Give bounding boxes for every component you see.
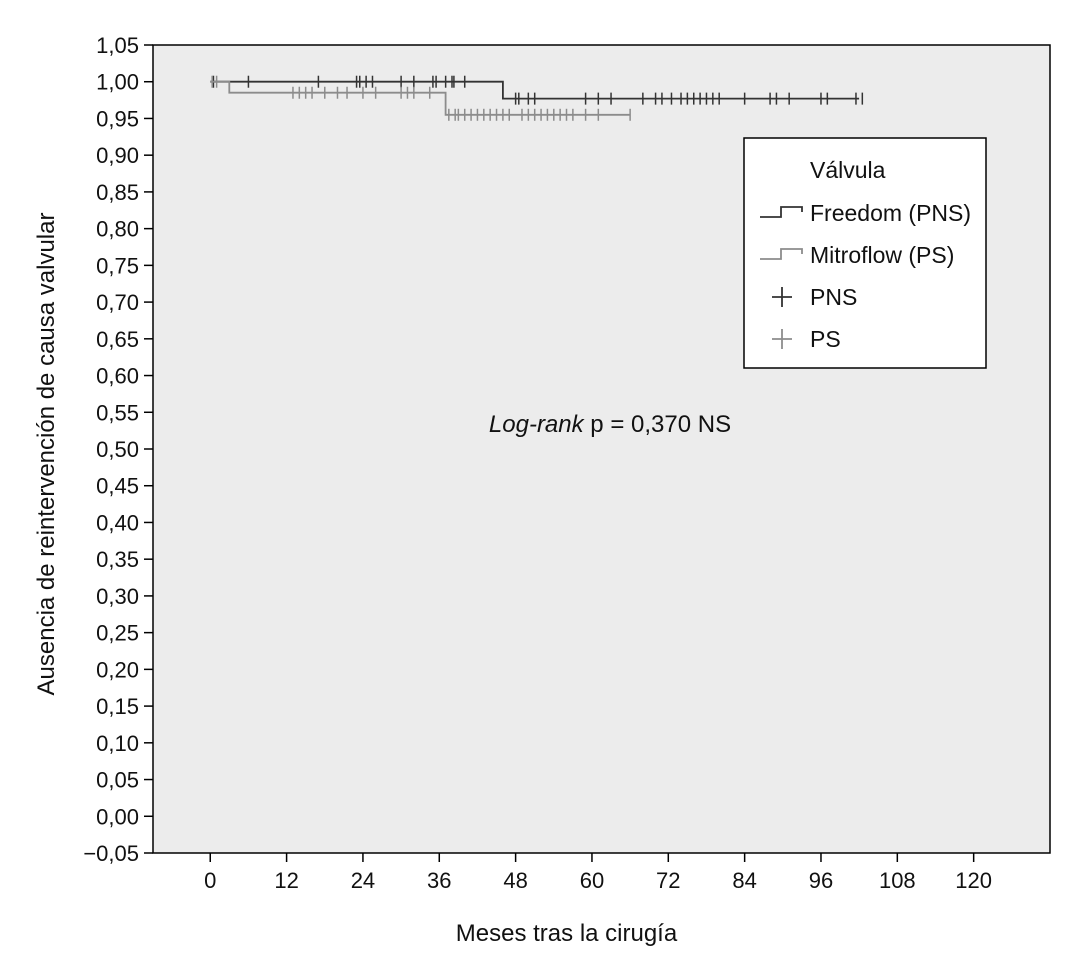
x-tick-label: 84 — [732, 868, 756, 893]
y-tick-label: 0,35 — [96, 547, 139, 572]
x-tick-label: 12 — [274, 868, 298, 893]
y-tick-label: 0,50 — [96, 437, 139, 462]
legend-entry: Freedom (PNS) — [760, 200, 971, 226]
y-tick-label: 0,00 — [96, 804, 139, 829]
y-tick-label: 0,15 — [96, 694, 139, 719]
y-tick-label: 0,10 — [96, 731, 139, 756]
legend-step-icon — [760, 248, 803, 260]
y-tick-label: 0,80 — [96, 217, 139, 242]
y-tick-label: 0,90 — [96, 143, 139, 168]
x-tick-label: 96 — [809, 868, 833, 893]
x-tick-label: 120 — [955, 868, 992, 893]
y-tick-label: 0,40 — [96, 510, 139, 535]
legend-title: Válvula — [810, 157, 886, 183]
y-tick-label: 0,85 — [96, 180, 139, 205]
series-layer — [210, 75, 864, 121]
x-axis: 0 12 24 36 48 60 72 84 96 108 120 — [204, 853, 992, 893]
x-tick-label: 60 — [580, 868, 604, 893]
y-tick-label: 0,30 — [96, 584, 139, 609]
x-tick-label: 72 — [656, 868, 680, 893]
y-tick-label: 0,95 — [96, 106, 139, 131]
legend-label: PNS — [810, 284, 857, 310]
y-tick-label: 0,05 — [96, 768, 139, 793]
x-axis-title: Meses tras la cirugía — [456, 920, 678, 947]
log-rank-label: Log-rank — [489, 411, 586, 438]
legend-label: Freedom (PNS) — [810, 200, 971, 226]
y-tick-label: 0,55 — [96, 400, 139, 425]
legend-entry: PS — [772, 326, 841, 352]
y-axis: −0,05 0,00 0,05 0,10 0,15 0,20 0,25 0,30 0,35 0,4… — [83, 33, 153, 866]
y-axis-title: Ausencia de reintervención de causa valv… — [33, 213, 60, 696]
y-tick-label: 0,45 — [96, 474, 139, 499]
y-tick-label: 0,20 — [96, 657, 139, 682]
legend-entry: PNS — [772, 284, 857, 310]
x-tick-label: 48 — [503, 868, 527, 893]
p-value-text: p = 0,370 NS — [584, 411, 731, 438]
x-tick-label: 24 — [351, 868, 375, 893]
y-tick-label: 1,05 — [96, 33, 139, 58]
y-tick-label: 0,65 — [96, 327, 139, 352]
y-tick-label: 1,00 — [96, 70, 139, 95]
x-tick-label: 36 — [427, 868, 451, 893]
x-tick-label: 108 — [879, 868, 916, 893]
legend-label: Mitroflow (PS) — [810, 242, 954, 268]
x-tick-label: 0 — [204, 868, 216, 893]
log-rank-annotation: Log-rank p = 0,370 NS — [489, 411, 731, 438]
legend-step-icon — [760, 206, 803, 218]
y-tick-label: 0,25 — [96, 621, 139, 646]
legend-label: PS — [810, 326, 841, 352]
legend-entries: Freedom (PNS) Mitroflow (PS) PNS PS — [760, 200, 971, 352]
legend: Válvula Freedom (PNS) Mitroflow (PS) PNS PS — [743, 137, 987, 369]
legend-box — [743, 137, 987, 369]
y-tick-label: 0,75 — [96, 253, 139, 278]
y-tick-label: −0,05 — [83, 841, 139, 866]
y-tick-label: 0,60 — [96, 364, 139, 389]
legend-entry: Mitroflow (PS) — [760, 242, 954, 268]
y-tick-label: 0,70 — [96, 290, 139, 315]
